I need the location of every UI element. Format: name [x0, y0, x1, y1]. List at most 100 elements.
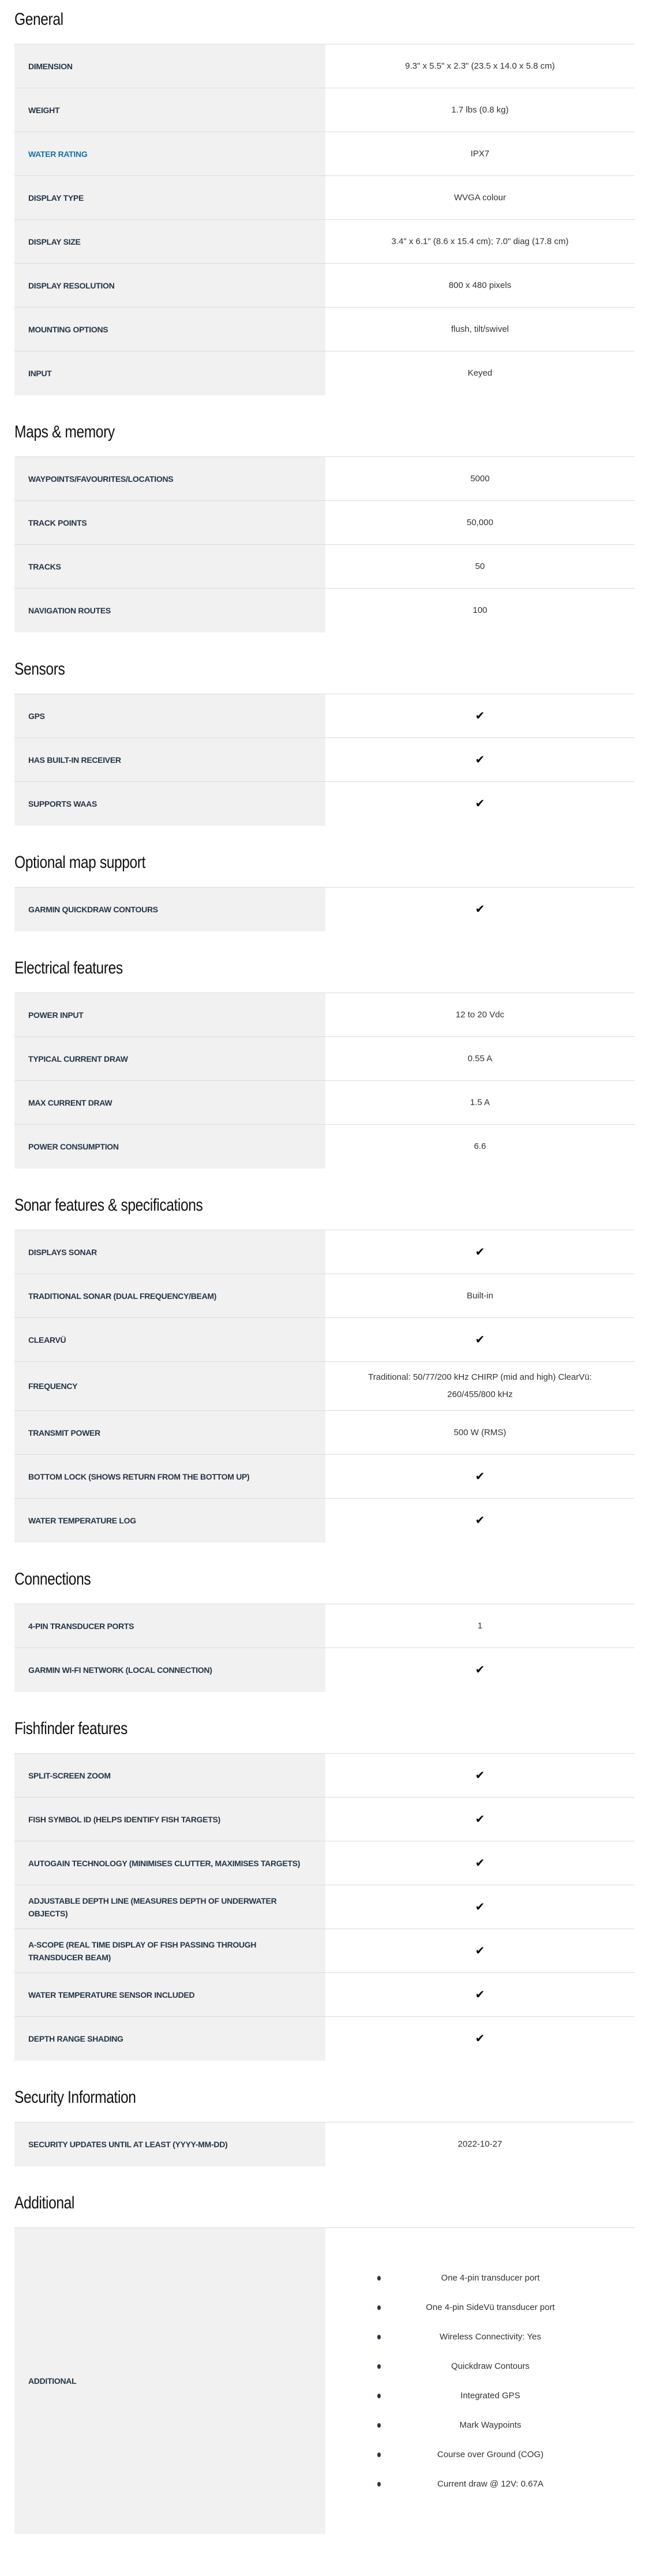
list-item: Course over Ground (COG) — [348, 2440, 612, 2469]
list-item-text: Current draw @ 12V: 0.67A — [437, 2478, 543, 2489]
spec-label: TRACK POINTS — [14, 501, 325, 544]
spec-value: ✔ — [325, 694, 635, 737]
list-item: Current draw @ 12V: 0.67A — [348, 2469, 612, 2499]
bullet-icon — [377, 2305, 381, 2310]
spec-row: DEPTH RANGE SHADING ✔ — [14, 2017, 635, 2061]
list-item: Mark Waypoints — [348, 2410, 612, 2440]
spec-value: Built-in — [467, 1290, 493, 1301]
spec-label: FISH SYMBOL ID (HELPS IDENTIFY FISH TARG… — [14, 1798, 325, 1841]
checkmark-icon: ✔ — [475, 1856, 485, 1870]
spec-row: WATER TEMPERATURE LOG ✔ — [14, 1499, 635, 1542]
spec-table: DIMENSION 9.3" x 5.5" x 2.3" (23.5 x 14.0… — [14, 44, 635, 395]
spec-label: 4-PIN TRANSDUCER PORTS — [14, 1604, 325, 1648]
spec-value: 1 — [477, 1620, 483, 1631]
spec-table: POWER INPUT 12 to 20 Vdc TYPICAL CURRENT D… — [14, 993, 635, 1169]
bullet-icon — [377, 2452, 381, 2457]
checkmark-icon: ✔ — [475, 1470, 485, 1483]
checkmark-icon: ✔ — [475, 1245, 485, 1259]
spec-row: WEIGHT 1.7 lbs (0.8 kg) — [14, 88, 635, 132]
spec-label[interactable]: WATER RATING — [14, 132, 325, 175]
spec-row: TRANSMIT POWER 500 W (RMS) — [14, 1411, 635, 1455]
spec-row: WATER RATING IPX7 — [14, 132, 635, 176]
spec-value: ✔ — [325, 1455, 635, 1498]
spec-label: POWER INPUT — [14, 993, 325, 1036]
spec-label: A-SCOPE (REAL TIME DISPLAY OF FISH PASSI… — [14, 1929, 325, 1972]
section-heading: Security Information — [14, 2088, 136, 2107]
bullet-icon — [377, 2364, 381, 2369]
spec-label: DIMENSION — [14, 44, 325, 88]
spec-row: ADDITIONAL One 4-pin transducer port One 4… — [14, 2228, 635, 2534]
section-maps-memory: Maps & memory WAYPOINTS/FAVOURITES/LOCATI… — [14, 413, 635, 632]
spec-value: One 4-pin transducer port One 4-pin SideV… — [325, 2228, 635, 2534]
list-item-text: Wireless Connectivity: Yes — [440, 2331, 541, 2342]
section-connections: Connections 4-PIN TRANSDUCER PORTS 1 GARMIN… — [14, 1560, 635, 1692]
spec-value: IPX7 — [470, 148, 490, 159]
spec-label: DISPLAYS SONAR — [14, 1230, 325, 1274]
spec-table: SECURITY UPDATES UNTIL AT LEAST (YYYY-MM… — [14, 2122, 635, 2166]
spec-row: 4-PIN TRANSDUCER PORTS 1 — [14, 1604, 635, 1648]
checkmark-icon: ✔ — [475, 1514, 485, 1527]
section-electrical-features: Electrical features POWER INPUT 12 to 20 V… — [14, 949, 635, 1169]
spec-value: ✔ — [325, 1973, 635, 2016]
spec-row: TRACK POINTS 50,000 — [14, 501, 635, 545]
spec-label: TRADITIONAL SONAR (DUAL FREQUENCY/BEAM) — [14, 1274, 325, 1317]
bullet-icon — [377, 2393, 381, 2398]
spec-row: CLEARVÜ ✔ — [14, 1318, 635, 1362]
section-optional-map-support: Optional map support GARMIN QUICKDRAW CON… — [14, 843, 635, 931]
spec-value: 1.7 lbs (0.8 kg) — [451, 104, 509, 115]
spec-value: ✔ — [325, 1318, 635, 1361]
spec-row: POWER INPUT 12 to 20 Vdc — [14, 993, 635, 1037]
spec-value: 0.55 A — [467, 1053, 493, 1064]
bullet-icon — [377, 2334, 381, 2339]
spec-row: DIMENSION 9.3" x 5.5" x 2.3" (23.5 x 14.0… — [14, 44, 635, 88]
spec-row: MOUNTING OPTIONS flush, tilt/swivel — [14, 308, 635, 351]
section-sensors: Sensors GPS ✔ HAS BUILT-IN RECEIVER ✔ SUPPORT… — [14, 650, 635, 826]
spec-value: ✔ — [325, 1499, 635, 1542]
spec-table: GARMIN QUICKDRAW CONTOURS ✔ — [14, 887, 635, 931]
spec-table: ADDITIONAL One 4-pin transducer port One 4… — [14, 2227, 635, 2534]
section-heading: Sonar features & specifications — [14, 1196, 203, 1215]
spec-label: GPS — [14, 694, 325, 737]
spec-value: 6.6 — [474, 1141, 486, 1151]
spec-label: WEIGHT — [14, 88, 325, 132]
list-item: Integrated GPS — [348, 2381, 612, 2410]
checkmark-icon: ✔ — [475, 709, 485, 722]
section-heading: Electrical features — [14, 958, 123, 978]
list-item: Wireless Connectivity: Yes — [348, 2322, 612, 2352]
spec-label: ADJUSTABLE DEPTH LINE (MEASURES DEPTH OF… — [14, 1885, 325, 1929]
spec-value: ✔ — [325, 782, 635, 826]
spec-label: NAVIGATION ROUTES — [14, 589, 325, 632]
checkmark-icon: ✔ — [475, 1813, 485, 1826]
checkmark-icon: ✔ — [475, 797, 485, 810]
spec-label: MOUNTING OPTIONS — [14, 308, 325, 351]
spec-row: ADJUSTABLE DEPTH LINE (MEASURES DEPTH OF… — [14, 1885, 635, 1929]
list-item: One 4-pin transducer port — [348, 2263, 612, 2293]
section-heading: Connections — [14, 1570, 91, 1589]
spec-value: Traditional: 50/77/200 kHz CHIRP (mid an… — [368, 1372, 592, 1399]
list-item-text: One 4-pin transducer port — [441, 2272, 540, 2283]
spec-row: NAVIGATION ROUTES 100 — [14, 589, 635, 632]
spec-table: 4-PIN TRANSDUCER PORTS 1 GARMIN WI-FI NETW… — [14, 1604, 635, 1692]
section-security-information: Security Information SECURITY UPDATES UNT… — [14, 2078, 635, 2166]
spec-value: 50,000 — [467, 517, 493, 527]
spec-label: DEPTH RANGE SHADING — [14, 2017, 325, 2061]
spec-value: ✔ — [325, 1230, 635, 1274]
spec-row: SUPPORTS WAAS ✔ — [14, 782, 635, 826]
spec-value: 5000 — [470, 473, 490, 484]
spec-row: GARMIN QUICKDRAW CONTOURS ✔ — [14, 888, 635, 931]
spec-value: ✔ — [325, 1929, 635, 1972]
spec-value: 50 — [475, 561, 485, 571]
spec-label: GARMIN QUICKDRAW CONTOURS — [14, 888, 325, 931]
spec-label: CLEARVÜ — [14, 1318, 325, 1361]
spec-label: DISPLAY TYPE — [14, 176, 325, 219]
spec-row: FREQUENCY Traditional: 50/77/200 kHz CHIR… — [14, 1362, 635, 1411]
spec-row: POWER CONSUMPTION 6.6 — [14, 1125, 635, 1169]
bullet-icon — [377, 2423, 381, 2428]
list-item-text: Course over Ground (COG) — [437, 2449, 544, 2459]
bullet-icon — [377, 2275, 381, 2281]
checkmark-icon: ✔ — [475, 2032, 485, 2045]
spec-value: 500 W (RMS) — [453, 1427, 507, 1437]
spec-value: ✔ — [325, 1885, 635, 1929]
section-heading: Fishfinder features — [14, 1719, 127, 1738]
spec-row: WATER TEMPERATURE SENSOR INCLUDED ✔ — [14, 1973, 635, 2017]
